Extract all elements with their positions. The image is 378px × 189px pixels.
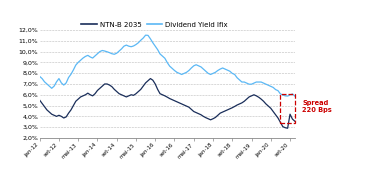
Legend: NTN-B 2035, Dividend Yield Ifix: NTN-B 2035, Dividend Yield Ifix xyxy=(79,19,230,31)
Text: Spread
220 Bps: Spread 220 Bps xyxy=(302,100,332,113)
Bar xyxy=(280,94,295,123)
